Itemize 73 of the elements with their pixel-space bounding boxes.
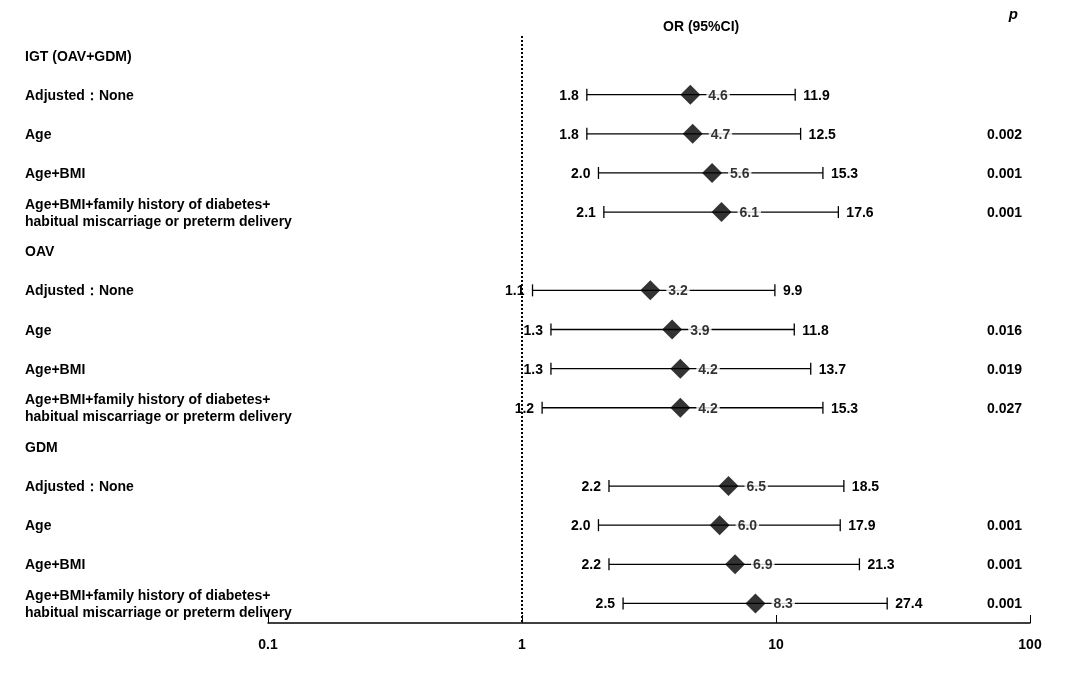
y-tick-label: Adjusted：None [25, 282, 135, 299]
y-tick-label: Adjusted：None [25, 86, 135, 103]
point [711, 202, 732, 223]
y2-tick-label: 0.001 [986, 595, 1023, 612]
data-label: 6.1 [739, 204, 760, 221]
y-tick-label: OAV [25, 243, 55, 260]
annotation: 17.9 [848, 517, 876, 534]
annotation: 11.8 [802, 321, 829, 338]
point [670, 397, 691, 418]
annotation: 1.3 [523, 321, 544, 338]
annotation: 1.8 [559, 125, 580, 142]
annotation: 2.2 [581, 556, 602, 573]
data-label: 5.6 [730, 164, 750, 181]
data-label: 6.0 [737, 517, 758, 534]
x-tick-label: 100 [1018, 636, 1042, 652]
point [670, 358, 691, 379]
annotation: 9.9 [782, 282, 803, 299]
annotation: 2.0 [570, 517, 591, 534]
y-tick-label: Age [25, 517, 52, 534]
chart-title: OR (95%CI) [663, 18, 740, 34]
x-tick-label: 1 [518, 636, 527, 652]
annotation: 17.6 [846, 204, 874, 221]
y2-tick-label: 0.001 [986, 556, 1023, 573]
y-tick-label: Adjusted：None [25, 478, 135, 495]
annotation: 1.8 [559, 86, 580, 103]
data-label: 4.7 [710, 125, 731, 142]
data-label: 3.9 [690, 321, 710, 338]
y-tick-label: Age+BMI+family history of diabetes+ habitual miscarriage or preterm delivery [25, 586, 293, 620]
annotation: 13.7 [818, 360, 847, 377]
data-label: 3.2 [668, 282, 688, 299]
x-tick-label: 10 [768, 636, 784, 652]
annotation: 2.2 [581, 478, 602, 495]
data-label: 6.9 [753, 556, 773, 573]
point [718, 476, 739, 497]
annotation: 2.5 [595, 595, 616, 612]
annotation: 27.4 [895, 595, 923, 612]
annotation: 21.3 [867, 556, 895, 573]
y2-tick-label: 0.019 [986, 360, 1023, 377]
y2-tick-label: 0.002 [986, 125, 1023, 142]
data-label: 4.6 [708, 86, 729, 103]
y-tick-label: IGT (OAV+GDM) [25, 47, 132, 64]
y2-tick-label: 0.001 [986, 204, 1023, 221]
data-label: 6.5 [746, 478, 767, 495]
data-label: 4.2 [698, 360, 718, 377]
point [725, 554, 746, 575]
data-label: 4.2 [698, 399, 718, 416]
y2-tick-label: 0.001 [986, 164, 1023, 181]
y-tick-label: Age+BMI [25, 360, 86, 377]
y-tick-label: Age [25, 321, 52, 338]
annotation: 12.5 [808, 125, 837, 142]
data-label: 8.3 [773, 595, 794, 612]
point [680, 84, 701, 105]
y-tick-label: Age+BMI+family history of diabetes+ habitual miscarriage or preterm delivery [25, 391, 293, 425]
x-tick-label: 0.1 [258, 636, 278, 652]
y-tick-label: Age+BMI [25, 556, 86, 573]
y2-tick-label: 0.001 [986, 517, 1023, 534]
annotation: 2.0 [570, 164, 591, 181]
y-tick-label: GDM [25, 438, 58, 455]
point [709, 515, 730, 536]
y2-tick-label: 0.016 [986, 321, 1023, 338]
annotation: 18.5 [851, 478, 880, 495]
y-tick-label: Age [25, 125, 52, 142]
annotation: 1.3 [523, 360, 544, 377]
annotation: 2.1 [576, 204, 597, 221]
point [682, 123, 703, 144]
annotation: 1.2 [514, 399, 535, 416]
annotation: 11.9 [803, 86, 830, 103]
annotation: 15.3 [830, 399, 859, 416]
y-tick-label: Age+BMI+family history of diabetes+ habitual miscarriage or preterm delivery [25, 195, 293, 229]
y-tick-label: Age+BMI [25, 164, 86, 181]
y2-tick-label: 0.027 [986, 399, 1023, 416]
annotation: 15.3 [830, 164, 859, 181]
y2-axis-title: p [1007, 5, 1018, 22]
